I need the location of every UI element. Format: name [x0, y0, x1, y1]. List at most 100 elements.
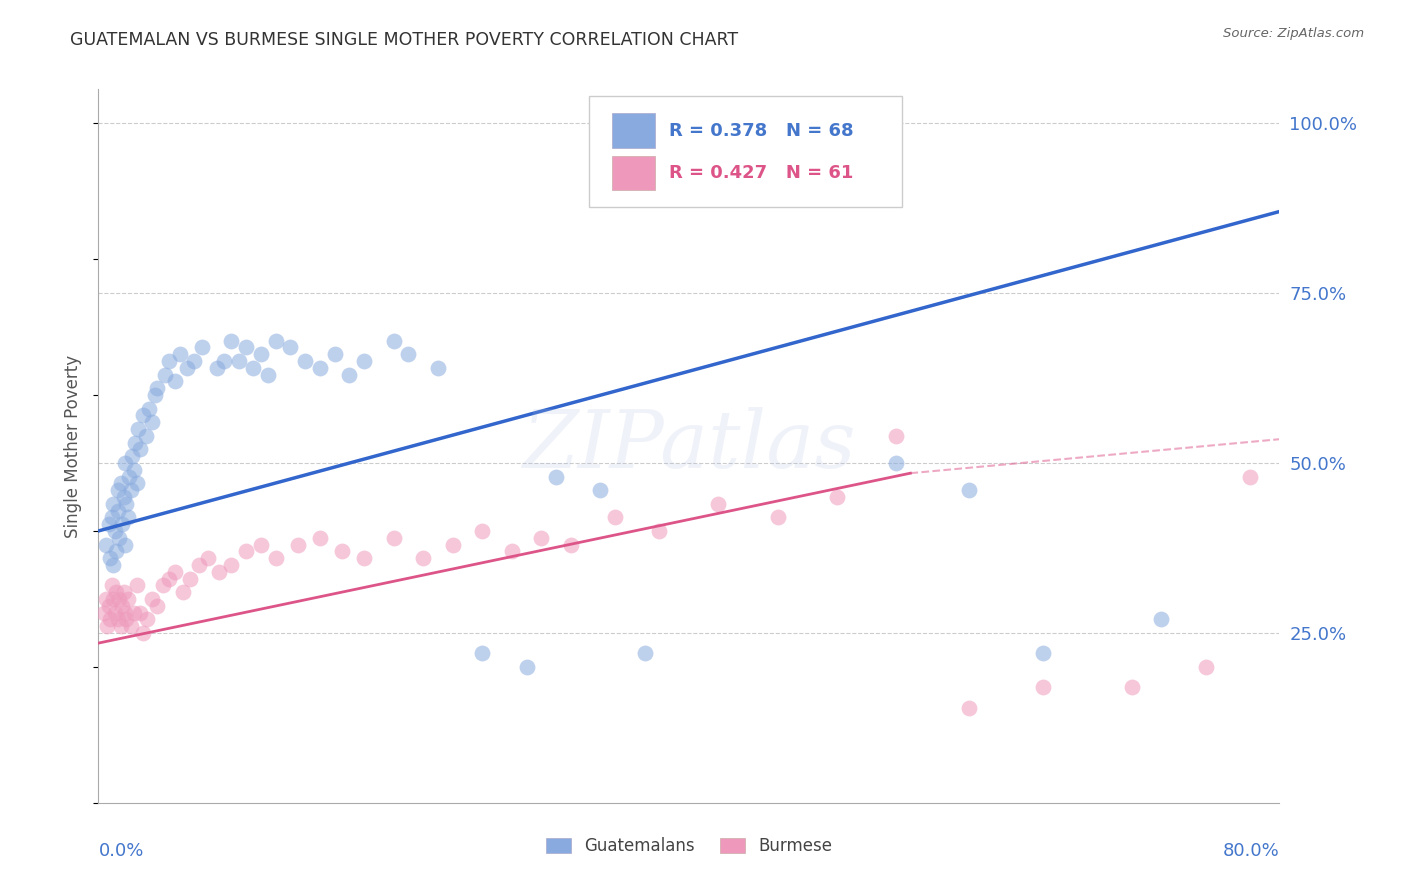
- Point: [94, 591, 117, 606]
- Point: [97, 599, 120, 613]
- Point: [105, 544, 128, 558]
- Point: [191, 341, 214, 355]
- Point: [501, 544, 523, 558]
- Point: [1121, 680, 1143, 694]
- Point: [104, 524, 127, 538]
- Point: [471, 646, 494, 660]
- Point: [441, 537, 464, 551]
- Point: [114, 537, 136, 551]
- Point: [100, 578, 122, 592]
- Point: [157, 354, 180, 368]
- Point: [100, 510, 122, 524]
- Point: [825, 490, 848, 504]
- Point: [110, 476, 132, 491]
- Point: [264, 551, 287, 566]
- Point: [235, 544, 257, 558]
- Point: [208, 565, 231, 579]
- Point: [339, 368, 361, 382]
- Point: [141, 415, 163, 429]
- Point: [114, 606, 136, 620]
- Point: [112, 490, 135, 504]
- Point: [108, 591, 131, 606]
- Point: [93, 606, 115, 620]
- Point: [648, 524, 671, 538]
- Point: [1239, 469, 1261, 483]
- Point: [634, 646, 657, 660]
- Point: [427, 360, 450, 375]
- Point: [108, 531, 131, 545]
- Point: [124, 435, 146, 450]
- Point: [323, 347, 346, 361]
- Point: [179, 572, 201, 586]
- Point: [128, 606, 150, 620]
- Text: GUATEMALAN VS BURMESE SINGLE MOTHER POVERTY CORRELATION CHART: GUATEMALAN VS BURMESE SINGLE MOTHER POVE…: [70, 31, 738, 49]
- Point: [382, 334, 405, 348]
- Legend: Guatemalans, Burmese: Guatemalans, Burmese: [546, 837, 832, 855]
- Point: [1284, 456, 1306, 470]
- Point: [605, 510, 627, 524]
- Point: [884, 429, 907, 443]
- Point: [94, 537, 117, 551]
- Point: [382, 531, 405, 545]
- Point: [120, 619, 142, 633]
- Point: [110, 619, 132, 633]
- Point: [115, 497, 138, 511]
- Text: 80.0%: 80.0%: [1223, 842, 1279, 860]
- Point: [516, 660, 538, 674]
- Point: [143, 388, 166, 402]
- Point: [309, 360, 332, 375]
- Point: [105, 585, 128, 599]
- FancyBboxPatch shape: [612, 155, 655, 190]
- Point: [128, 442, 150, 457]
- Point: [120, 483, 142, 498]
- Point: [959, 483, 981, 498]
- Point: [1032, 646, 1054, 660]
- Point: [959, 700, 981, 714]
- Point: [723, 144, 745, 158]
- Point: [111, 517, 134, 532]
- Point: [250, 347, 273, 361]
- Point: [221, 334, 243, 348]
- Point: [707, 497, 730, 511]
- Text: Source: ZipAtlas.com: Source: ZipAtlas.com: [1223, 27, 1364, 40]
- Point: [287, 537, 309, 551]
- Point: [132, 626, 155, 640]
- Point: [118, 469, 141, 483]
- Point: [141, 591, 163, 606]
- Point: [250, 537, 273, 551]
- Point: [135, 429, 157, 443]
- Point: [766, 510, 789, 524]
- Text: ZIPatlas: ZIPatlas: [522, 408, 856, 484]
- Point: [103, 591, 125, 606]
- Point: [235, 341, 257, 355]
- Point: [589, 483, 612, 498]
- Point: [1327, 422, 1350, 436]
- Point: [117, 510, 139, 524]
- Text: 0.0%: 0.0%: [98, 842, 143, 860]
- Point: [136, 612, 159, 626]
- Point: [884, 456, 907, 470]
- Point: [107, 483, 129, 498]
- Point: [121, 449, 143, 463]
- Point: [353, 551, 375, 566]
- Text: R = 0.378   N = 68: R = 0.378 N = 68: [669, 121, 853, 139]
- Point: [97, 517, 120, 532]
- Point: [103, 497, 125, 511]
- Point: [138, 401, 160, 416]
- Point: [157, 572, 180, 586]
- FancyBboxPatch shape: [589, 96, 901, 207]
- Point: [471, 524, 494, 538]
- Point: [122, 606, 145, 620]
- Point: [103, 558, 125, 572]
- Point: [107, 612, 129, 626]
- Point: [98, 551, 121, 566]
- Point: [412, 551, 434, 566]
- Point: [309, 531, 332, 545]
- Point: [96, 619, 118, 633]
- Point: [112, 585, 135, 599]
- Point: [104, 606, 127, 620]
- Point: [107, 503, 129, 517]
- Point: [398, 347, 420, 361]
- Point: [264, 334, 287, 348]
- Point: [197, 551, 219, 566]
